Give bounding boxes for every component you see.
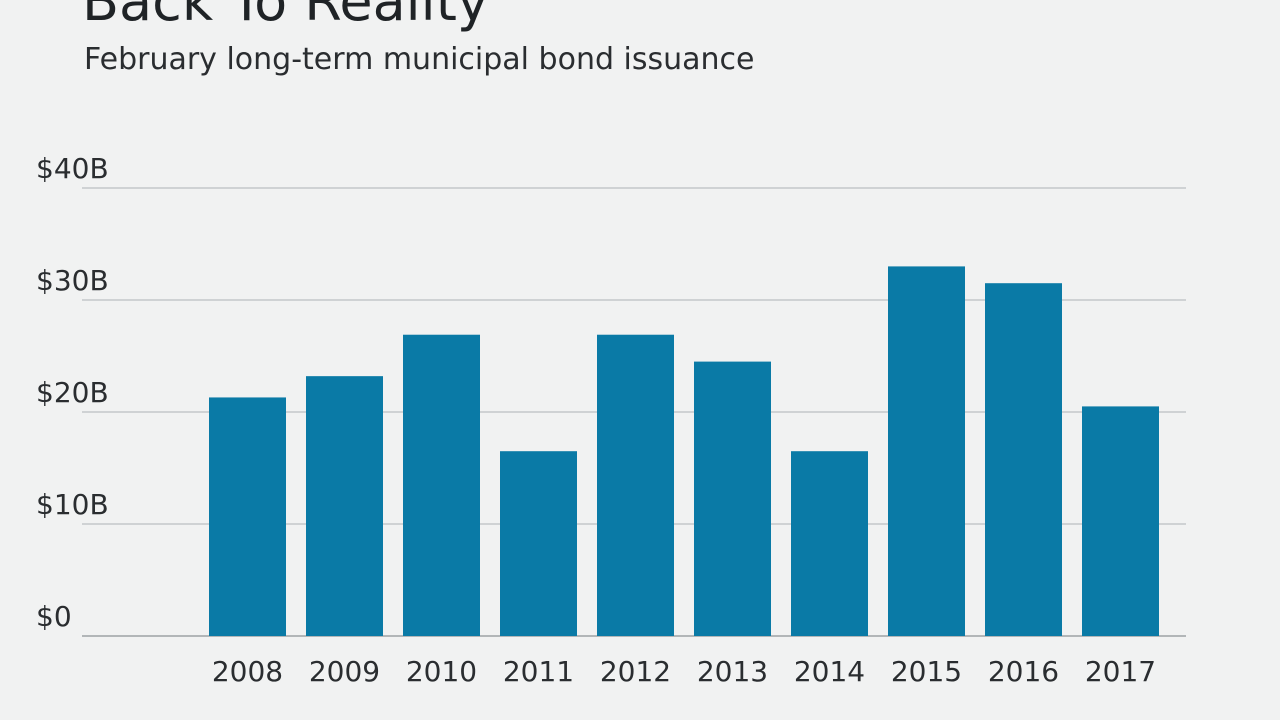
bar-2013 bbox=[694, 361, 771, 636]
chart-title: Back To Reality bbox=[82, 0, 489, 33]
y-tick-label: $30B bbox=[36, 264, 109, 297]
bar-2014 bbox=[791, 451, 868, 636]
x-tick-label: 2017 bbox=[1085, 655, 1156, 688]
x-tick-label: 2008 bbox=[212, 655, 283, 688]
bar-2016 bbox=[985, 283, 1062, 636]
chart-subtitle: February long-term municipal bond issuan… bbox=[84, 42, 755, 77]
x-tick-label: 2013 bbox=[697, 655, 768, 688]
bar-2017 bbox=[1082, 406, 1159, 636]
x-tick-label: 2012 bbox=[600, 655, 671, 688]
y-tick-label: $20B bbox=[36, 376, 109, 409]
bar-2008 bbox=[209, 397, 286, 636]
bar-2011 bbox=[500, 451, 577, 636]
bar-2012 bbox=[597, 334, 674, 636]
bar-2009 bbox=[306, 376, 383, 636]
x-tick-label: 2010 bbox=[406, 655, 477, 688]
x-tick-label: 2015 bbox=[891, 655, 962, 688]
x-tick-label: 2016 bbox=[988, 655, 1059, 688]
bar-2015 bbox=[888, 266, 965, 636]
x-tick-label: 2014 bbox=[794, 655, 865, 688]
x-tick-label: 2009 bbox=[309, 655, 380, 688]
x-tick-label: 2011 bbox=[503, 655, 574, 688]
y-tick-label: $40B bbox=[36, 152, 109, 185]
bar-2010 bbox=[403, 334, 480, 636]
y-tick-label: $10B bbox=[36, 488, 109, 521]
y-tick-label: $0 bbox=[36, 600, 72, 633]
